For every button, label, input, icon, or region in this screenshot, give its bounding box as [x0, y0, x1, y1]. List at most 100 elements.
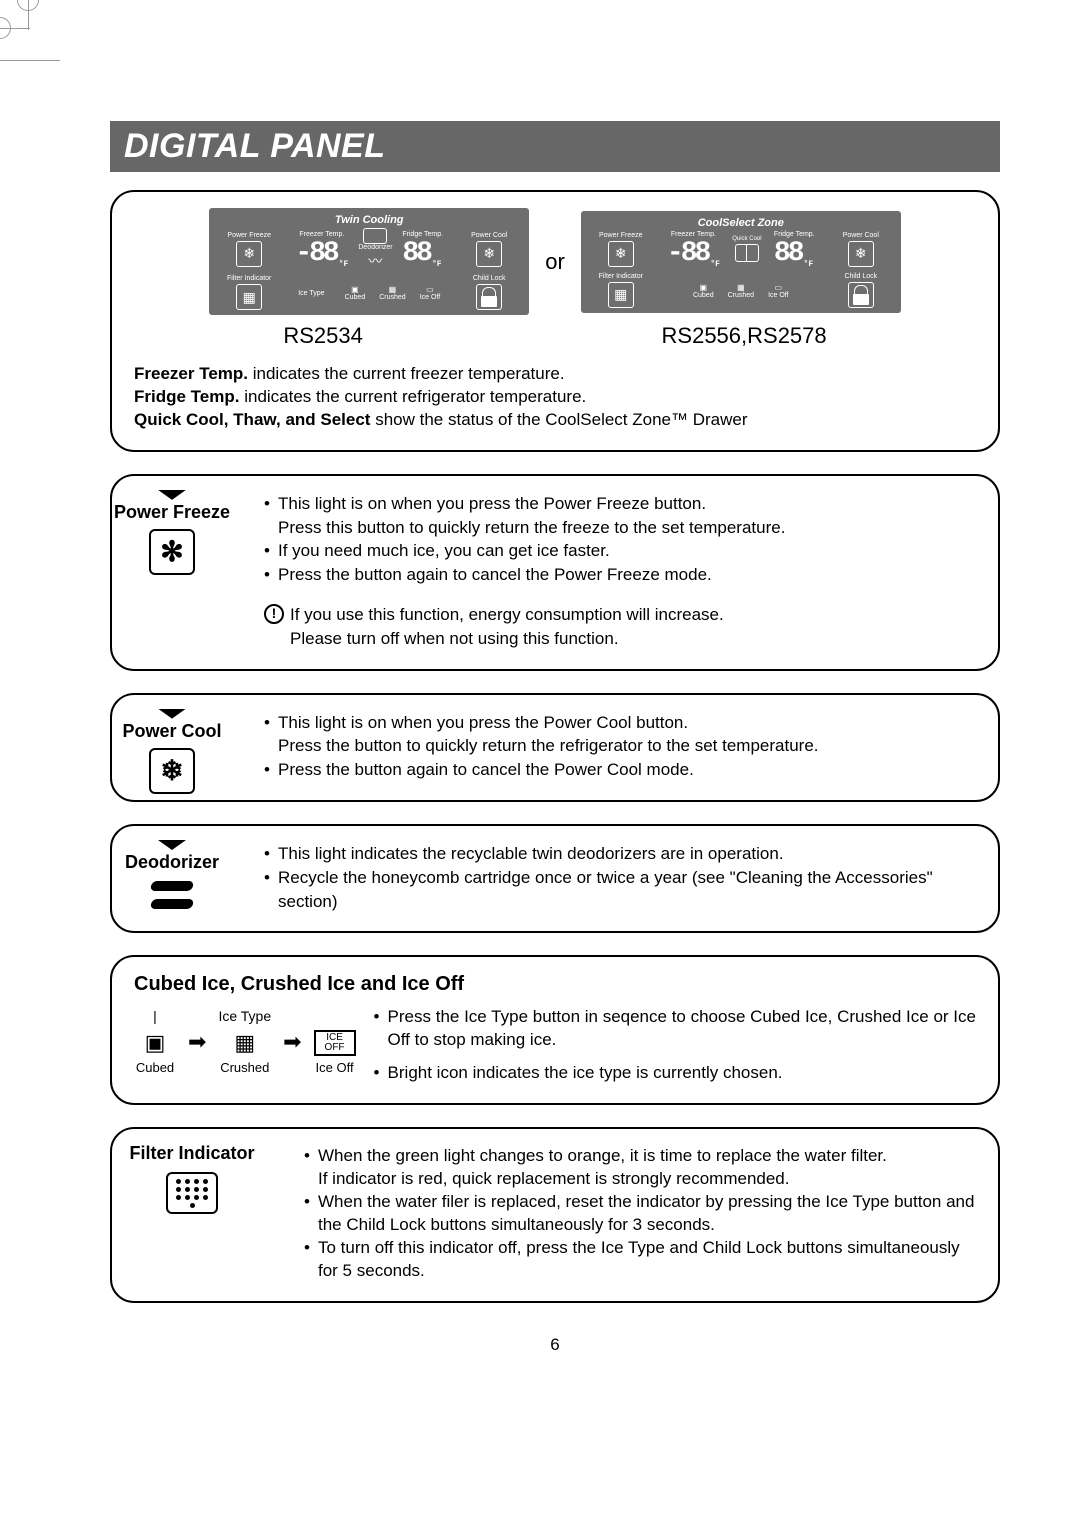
power-cool-label: Power Cool ❄: [112, 709, 232, 794]
ice-diagram: |▣Cubed ➡ Ice Type▦Crushed ➡ ICE OFFIce …: [134, 1006, 356, 1075]
zone-icon: [735, 244, 759, 262]
powercool-icon: ❄: [476, 241, 502, 267]
filter-box: Filter Indicator When the green light ch…: [110, 1127, 1000, 1303]
warning-icon: !: [264, 604, 284, 624]
model-left: RS2534: [283, 323, 363, 349]
seg: 88: [774, 238, 802, 269]
unit: °F: [339, 260, 349, 269]
lbl: Cubed: [693, 292, 714, 299]
lock-icon: [848, 282, 874, 308]
ice-heading: Cubed Ice, Crushed Ice and Ice Off: [134, 973, 976, 996]
powerfreeze-icon: ❄: [608, 241, 634, 267]
intro-line: Fridge Temp. indicates the current refri…: [134, 386, 976, 409]
iceoff-icon: ICE OFF: [314, 1026, 356, 1060]
powercool-icon: ❄: [848, 241, 874, 267]
lbl: Deodorizer: [358, 244, 392, 251]
bullet: Press the button again to cancel the Pow…: [264, 758, 976, 782]
twin-icon: [363, 228, 387, 244]
cubed-icon: ▣: [345, 285, 366, 294]
filter-label: Filter Indicator: [112, 1143, 272, 1222]
lbl: Crushed: [218, 1060, 271, 1075]
lbl: Crushed: [379, 294, 405, 301]
unit: °F: [432, 260, 442, 269]
lbl: Crushed: [728, 292, 754, 299]
bullet: If you need much ice, you can get ice fa…: [264, 539, 976, 563]
lbl: Ice Off: [314, 1060, 356, 1075]
arrow-down-icon: [158, 840, 186, 850]
panel-rs2556: CoolSelect Zone Power Freeze ❄ Freezer Te…: [581, 211, 901, 313]
deodorizer-label: Deodorizer: [112, 840, 232, 917]
lbl: Ice Off: [420, 294, 441, 301]
page-number: 6: [110, 1335, 1000, 1355]
panels-box: Twin Cooling Power Freeze ❄ Freezer Temp.…: [110, 190, 1000, 452]
snowflake-circle-icon: ❄: [149, 748, 195, 794]
unit: °F: [710, 260, 720, 269]
deodorizer-box: Deodorizer This light indicates the recy…: [110, 824, 1000, 933]
lbl: Filter Indicator: [219, 275, 279, 282]
lbl: Fridge Temp.: [402, 231, 443, 238]
ice-box: Cubed Ice, Crushed Ice and Ice Off |▣Cub…: [110, 955, 1000, 1105]
panel-brand: CoolSelect Zone: [591, 217, 891, 229]
lbl: Ice Off: [768, 292, 789, 299]
lbl: Cubed: [345, 294, 366, 301]
lbl: Cubed: [134, 1060, 176, 1075]
seg: 88: [402, 238, 430, 269]
iceoff-icon: ▭: [768, 283, 789, 292]
bullet: Bright icon indicates the ice type is cu…: [374, 1062, 976, 1085]
lbl: Filter Indicator: [591, 273, 651, 280]
intro-line: Freezer Temp. indicates the current free…: [134, 363, 976, 386]
filter-icon: ▦: [608, 282, 634, 308]
seg: -88: [295, 238, 336, 269]
crushed-icon: ▦: [224, 1026, 266, 1060]
bullet: Press the button again to cancel the Pow…: [264, 563, 976, 587]
arrow-right-icon: ➡: [188, 1029, 206, 1055]
bullet: To turn off this indicator off, press th…: [304, 1237, 976, 1283]
bullet: This light is on when you press the Powe…: [264, 492, 976, 540]
deodorizer-icon: [151, 879, 193, 911]
lbl: Quick Cool: [732, 236, 761, 242]
crushed-icon: ▦: [379, 285, 405, 294]
lbl: Ice Type: [218, 1008, 271, 1024]
arrow-down-icon: [158, 709, 186, 719]
lbl: Power Cool: [831, 232, 891, 239]
model-right: RS2556,RS2578: [662, 323, 827, 349]
lbl: Child Lock: [831, 273, 891, 280]
bullet: Recycle the honeycomb cartridge once or …: [264, 866, 976, 914]
bullet: When the water filer is replaced, reset …: [304, 1191, 976, 1237]
bullet: When the green light changes to orange, …: [304, 1145, 976, 1191]
panel-rs2534: Twin Cooling Power Freeze ❄ Freezer Temp.…: [209, 208, 529, 315]
page-title: DIGITAL PANEL: [110, 121, 1000, 172]
seg: -88: [667, 238, 708, 269]
lbl: Freezer Temp.: [295, 231, 348, 238]
or-label: or: [545, 249, 565, 275]
lbl: Freezer Temp.: [667, 231, 720, 238]
cubed-icon: ▣: [134, 1026, 176, 1060]
unit: °F: [804, 260, 814, 269]
lbl: Child Lock: [459, 275, 519, 282]
power-freeze-box: Power Freeze ✻ This light is on when you…: [110, 474, 1000, 671]
lbl: Power Freeze: [219, 232, 279, 239]
cubed-icon: ▣: [693, 283, 714, 292]
bullet: Press the Ice Type button in seqence to …: [374, 1006, 976, 1052]
lbl: Fridge Temp.: [774, 231, 815, 238]
filter-dots-icon: [166, 1172, 218, 1214]
bullet: This light indicates the recyclable twin…: [264, 842, 976, 866]
lock-icon: [476, 284, 502, 310]
intro-line: Quick Cool, Thaw, and Select show the st…: [134, 409, 976, 432]
warning: ! If you use this function, energy consu…: [264, 603, 976, 651]
powerfreeze-icon: ❄: [236, 241, 262, 267]
power-cool-box: Power Cool ❄ This light is on when you p…: [110, 693, 1000, 802]
bullet: This light is on when you press the Powe…: [264, 711, 976, 759]
arrow-down-icon: [158, 490, 186, 500]
snowflake-icon: ✻: [149, 529, 195, 575]
arrow-right-icon: ➡: [283, 1029, 301, 1055]
lbl: Power Freeze: [591, 232, 651, 239]
filter-icon: ▦: [236, 284, 262, 310]
lbl: Power Cool: [459, 232, 519, 239]
iceoff-icon: ▭: [420, 285, 441, 294]
lbl: Ice Type: [298, 290, 324, 297]
wave-icon: 〰: [358, 251, 392, 271]
panel-brand: Twin Cooling: [219, 214, 519, 226]
crushed-icon: ▦: [728, 283, 754, 292]
power-freeze-label: Power Freeze ✻: [112, 490, 232, 575]
